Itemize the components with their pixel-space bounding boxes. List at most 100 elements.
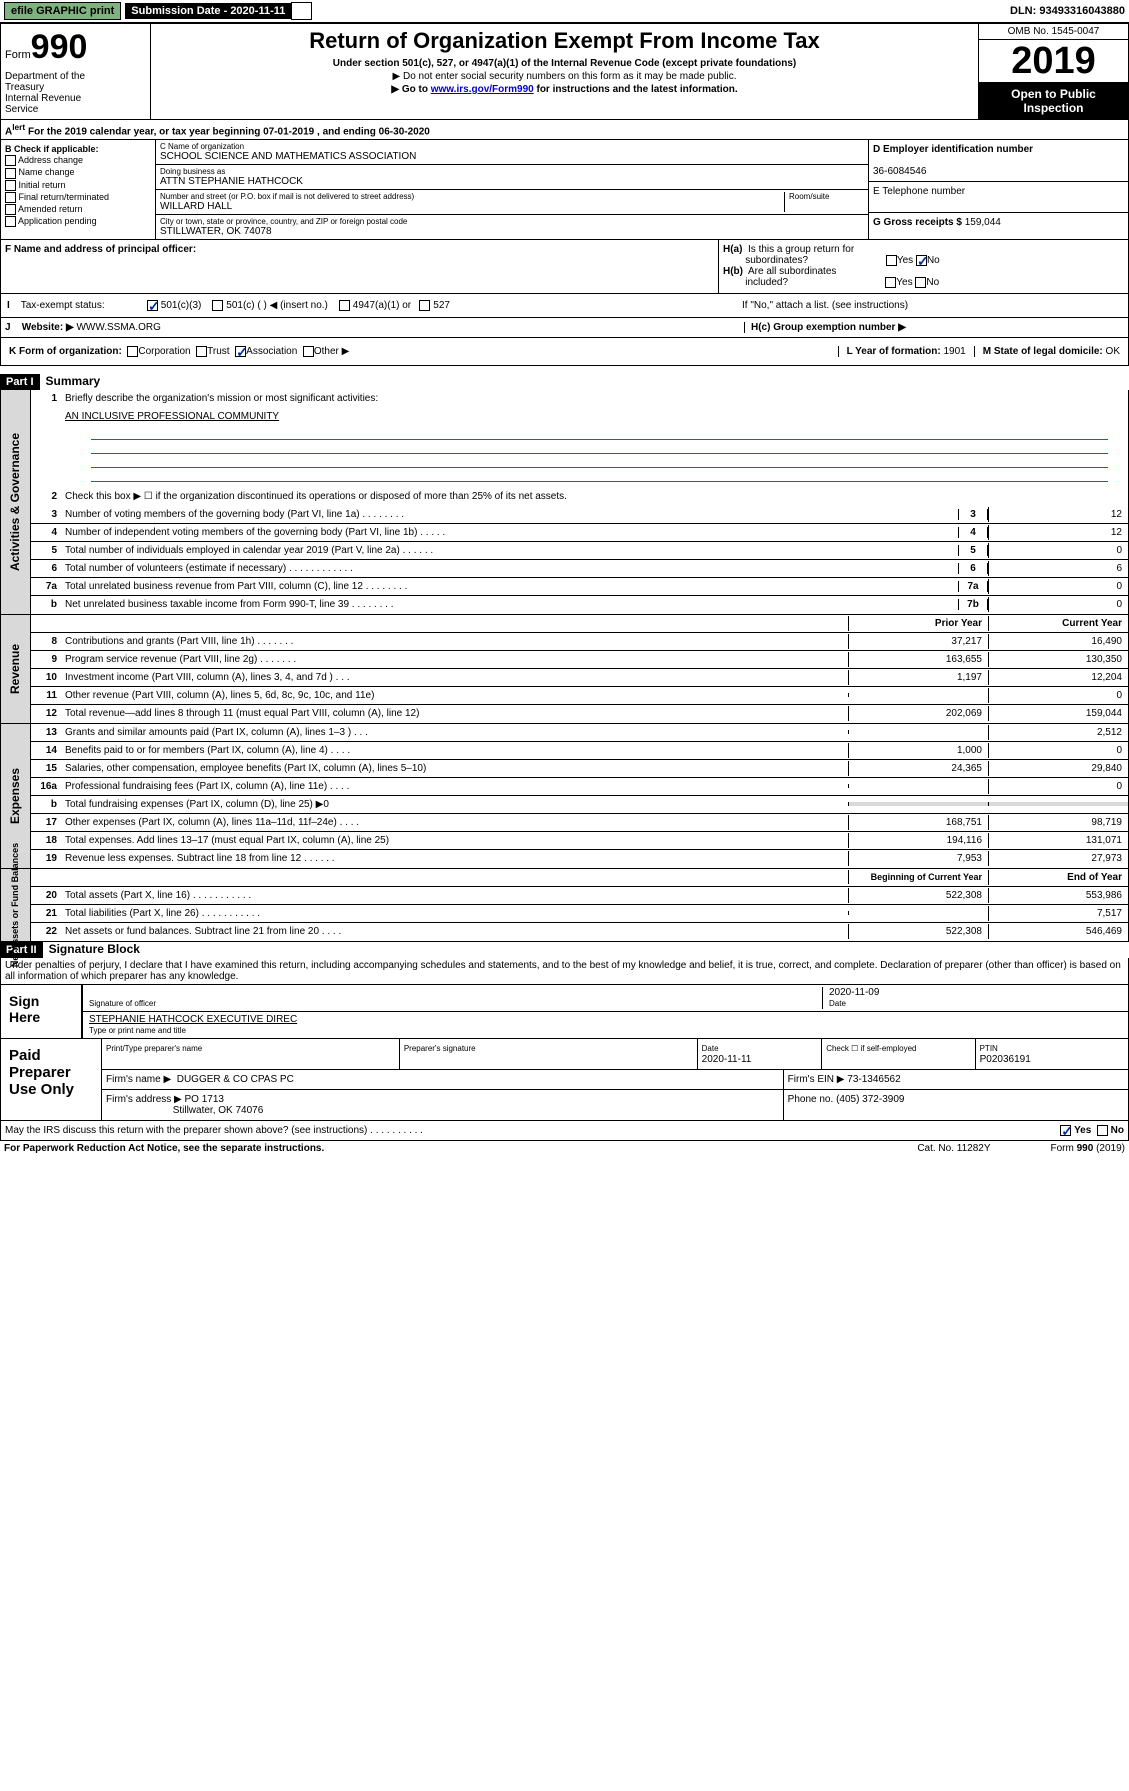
c13: 2,512 [988,725,1128,740]
net-assets-section: Net Assets or Fund Balances Beginning of… [0,869,1129,942]
side-gov: Activities & Governance [9,433,23,571]
p13 [848,730,988,734]
part1-label: Part I [0,374,40,390]
ha-no[interactable] [916,255,927,266]
side-net: Net Assets or Fund Balances [11,843,21,967]
officer-name: STEPHANIE HATHCOCK EXECUTIVE DIREC [89,1014,297,1025]
period-row: Alert For the 2019 calendar year, or tax… [0,120,1129,140]
irs-link[interactable]: www.irs.gov/Form990 [431,84,534,95]
c14: 0 [988,743,1128,758]
c12: 159,044 [988,706,1128,721]
street: WILLARD HALL [160,201,784,212]
form-footer: Form 990 (2019) [1051,1143,1125,1154]
chk-4947[interactable] [339,300,350,311]
side-exp: Expenses [9,768,23,824]
perjury: Under penalties of perjury, I declare th… [0,958,1129,985]
c17: 98,719 [988,815,1128,830]
submission-date-blank [291,2,311,20]
discuss-row: May the IRS discuss this return with the… [0,1121,1129,1141]
p22: 522,308 [848,924,988,939]
section-c: C Name of organizationSCHOOL SCIENCE AND… [156,140,868,239]
domicile: OK [1106,346,1120,357]
chk-corp[interactable] [127,346,138,357]
dln: DLN: 93493316043880 [1010,5,1125,17]
v7a: 0 [988,579,1128,594]
f-label: F Name and address of principal officer: [5,244,196,255]
chk-address[interactable] [5,155,16,166]
form-header: Form990 Department of theTreasuryInterna… [0,23,1129,120]
v3: 12 [988,507,1128,522]
dba: ATTN STEPHANIE HATHCOCK [160,176,864,187]
part2-title: Signature Block [43,940,146,958]
org-name: SCHOOL SCIENCE AND MATHEMATICS ASSOCIATI… [160,151,864,162]
chk-501c3[interactable] [147,300,158,311]
v5: 0 [988,543,1128,558]
phone-label: E Telephone number [873,186,965,197]
section-d: D Employer identification number36-60845… [868,140,1128,239]
website-row: J Website: ▶ WWW.SSMA.ORG H(c) Group exe… [0,318,1129,338]
form-title: Return of Organization Exempt From Incom… [155,28,974,54]
p19: 7,953 [848,851,988,866]
hb-no[interactable] [915,277,926,288]
gross: 159,044 [965,217,1001,228]
chk-app[interactable] [5,216,16,227]
firm-phone: (405) 372-3909 [836,1094,904,1105]
p20: 522,308 [848,888,988,903]
chk-name[interactable] [5,168,16,179]
firm-addr1: PO 1713 [185,1094,224,1105]
p17: 168,751 [848,815,988,830]
hdr-beg: Beginning of Current Year [848,870,988,884]
governance-section: Activities & Governance 1Briefly describ… [0,390,1129,615]
part2-label: Part II [0,942,43,958]
chk-assoc[interactable] [235,346,246,357]
p12: 202,069 [848,706,988,721]
chk-527[interactable] [419,300,430,311]
dba-label: Doing business as [160,167,864,176]
c21: 7,517 [988,906,1128,921]
hdr-curr: Current Year [988,616,1128,631]
hdr-prior: Prior Year [848,616,988,631]
c15: 29,840 [988,761,1128,776]
c16a: 0 [988,779,1128,794]
firm-addr2: Stillwater, OK 74076 [173,1105,264,1116]
discuss-no[interactable] [1097,1125,1108,1136]
omb: OMB No. 1545-0047 [979,24,1128,40]
street-label: Number and street (or P.O. box if mail i… [160,192,784,201]
sig-date: 2020-11-09 [829,987,879,998]
chk-501c[interactable] [212,300,223,311]
chk-other[interactable] [303,346,314,357]
side-rev: Revenue [9,644,23,694]
chk-final[interactable] [5,192,16,203]
inspection: Open to PublicInspection [979,83,1128,119]
chk-amended[interactable] [5,204,16,215]
p11 [848,693,988,697]
p9: 163,655 [848,652,988,667]
hc-label: H(c) Group exemption number ▶ [751,322,906,333]
p21 [848,911,988,915]
section-fh: F Name and address of principal officer:… [0,240,1129,293]
tax-year: 2019 [979,40,1128,83]
sign-here: Sign Here Signature of officer2020-11-09… [0,985,1129,1039]
efile-btn[interactable]: efile GRAPHIC print [4,2,121,20]
c10: 12,204 [988,670,1128,685]
website: WWW.SSMA.ORG [76,322,160,333]
tax-exempt-row: I Tax-exempt status: 501(c)(3) 501(c) ( … [0,294,1129,318]
firm-ein: 73-1346562 [847,1074,900,1085]
ha-yes[interactable] [886,255,897,266]
ein: 36-6084546 [873,166,926,177]
city: STILLWATER, OK 74078 [160,226,864,237]
mission: AN INCLUSIVE PROFESSIONAL COMMUNITY [65,411,279,422]
k-row: K Form of organization: Corporation Trus… [0,338,1129,366]
cat-no: Cat. No. 11282Y [917,1143,990,1154]
v6: 6 [988,561,1128,576]
submission-date: Submission Date - 2020-11-11 [125,3,291,19]
part1-title: Summary [40,372,107,390]
v4: 12 [988,525,1128,540]
p18: 194,116 [848,833,988,848]
chk-initial[interactable] [5,180,16,191]
chk-trust[interactable] [196,346,207,357]
hb-yes[interactable] [885,277,896,288]
paid-preparer: Paid Preparer Use Only Print/Type prepar… [0,1039,1129,1121]
discuss-yes[interactable] [1060,1125,1071,1136]
subtitle-1: Under section 501(c), 527, or 4947(a)(1)… [155,58,974,69]
